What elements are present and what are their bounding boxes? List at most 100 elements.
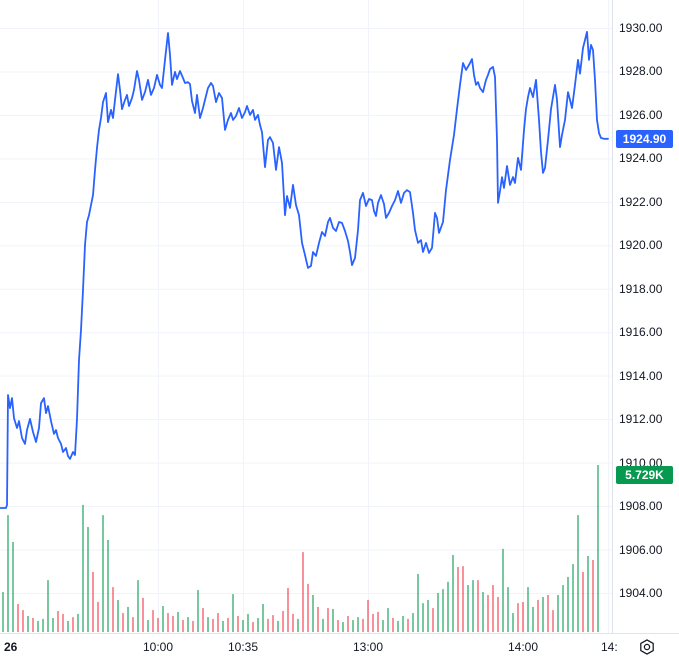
price-tick-label: 1908.00 (619, 499, 663, 514)
volume-bar (582, 571, 584, 632)
volume-bar (92, 571, 94, 632)
volume-bar (362, 618, 364, 632)
time-tick-label: 10:35 (227, 640, 259, 654)
volume-bar (562, 585, 564, 632)
volume-bar (422, 603, 424, 632)
volume-bar (277, 620, 279, 632)
volume-bar (357, 617, 359, 632)
volume-bar (97, 601, 99, 632)
volume-bar (77, 613, 79, 632)
volume-bar (567, 576, 569, 632)
volume-bar (342, 622, 344, 632)
volume-bar (52, 618, 54, 632)
volume-bar (117, 599, 119, 632)
volume-bar (192, 620, 194, 632)
volume-bar (512, 613, 514, 632)
volume-bar (452, 555, 454, 632)
volume-bar (432, 608, 434, 632)
volume-bar (27, 615, 29, 632)
volume-bar (587, 555, 589, 632)
volume-bar (387, 608, 389, 632)
volume-bar (572, 564, 574, 632)
volume-bar (122, 613, 124, 632)
volume-bar (347, 615, 349, 632)
time-tick-label: 13:00 (352, 640, 384, 654)
volume-histogram (2, 464, 599, 632)
price-tick-label: 1920.00 (619, 238, 663, 253)
volume-bar (477, 580, 479, 632)
volume-bar (217, 613, 219, 632)
volume-bar (242, 620, 244, 632)
price-tick-label: 1930.00 (619, 21, 663, 35)
volume-bar (182, 620, 184, 632)
volume-bar (157, 618, 159, 632)
time-tick-label: 14: (601, 640, 618, 654)
price-line (0, 30, 609, 509)
volume-bar (377, 611, 379, 632)
volume-bar (542, 597, 544, 632)
volume-bar (7, 515, 9, 632)
time-tick-label: 14:00 (507, 640, 539, 654)
volume-bar (312, 594, 314, 632)
price-tick-label: 1904.00 (619, 585, 663, 600)
volume-bar (167, 613, 169, 632)
volume-bar (227, 618, 229, 632)
volume-bar (147, 620, 149, 632)
price-tick-label: 1914.00 (619, 368, 663, 383)
volume-bar (532, 606, 534, 632)
volume-bar (22, 610, 24, 632)
volume-bar (302, 552, 304, 632)
volume-bar (427, 599, 429, 632)
volume-bar (462, 566, 464, 632)
chart-plot-area[interactable] (0, 0, 612, 633)
volume-bar (442, 589, 444, 632)
gear-icon (640, 639, 654, 655)
volume-bar (132, 617, 134, 632)
volume-bar (247, 613, 249, 632)
volume-bar (402, 615, 404, 632)
volume-bar (212, 618, 214, 632)
volume-bar (517, 603, 519, 632)
volume-bar (202, 608, 204, 632)
scale-settings-button[interactable] (636, 637, 658, 657)
volume-bar (492, 585, 494, 632)
volume-bar (237, 615, 239, 632)
volume-bar (522, 601, 524, 632)
volume-bar (142, 597, 144, 632)
volume-bar (292, 613, 294, 632)
volume-bar (297, 618, 299, 632)
volume-bar (197, 590, 199, 632)
last-price-badge: 1924.90 (616, 129, 673, 148)
price-tick-label: 1926.00 (619, 107, 663, 122)
volume-bar (577, 515, 579, 632)
volume-bar (282, 611, 284, 632)
volume-bar (262, 604, 264, 632)
volume-bar (162, 606, 164, 632)
volume-bar (527, 587, 529, 632)
volume-bar (367, 599, 369, 632)
volume-bar (547, 594, 549, 632)
volume-bar (487, 594, 489, 632)
volume-bar (537, 599, 539, 632)
volume-bar (32, 618, 34, 632)
volume-bar (42, 618, 44, 632)
time-axis[interactable]: 26 10:00 10:35 13:00 14:00 14: (0, 633, 679, 660)
volume-bar (437, 592, 439, 632)
volume-bar (62, 613, 64, 632)
volume-bar (57, 611, 59, 632)
volume-bar (597, 464, 599, 632)
volume-bar (352, 620, 354, 632)
volume-bar (107, 539, 109, 632)
price-tick-label: 1906.00 (619, 542, 663, 557)
volume-bar (592, 559, 594, 632)
volume-bar (552, 610, 554, 632)
volume-bar (417, 573, 419, 632)
volume-bar (127, 606, 129, 632)
price-axis[interactable]: 1924.90 5.729K 1904.00 1906.00 1908.00 1910… (612, 0, 679, 633)
volume-bar (307, 583, 309, 632)
price-tick-label: 1924.00 (619, 151, 663, 166)
price-tick-label: 1922.00 (619, 194, 663, 209)
price-tick-label: 1918.00 (619, 281, 663, 296)
price-tick-label: 1912.00 (619, 412, 663, 427)
volume-bar (322, 618, 324, 632)
